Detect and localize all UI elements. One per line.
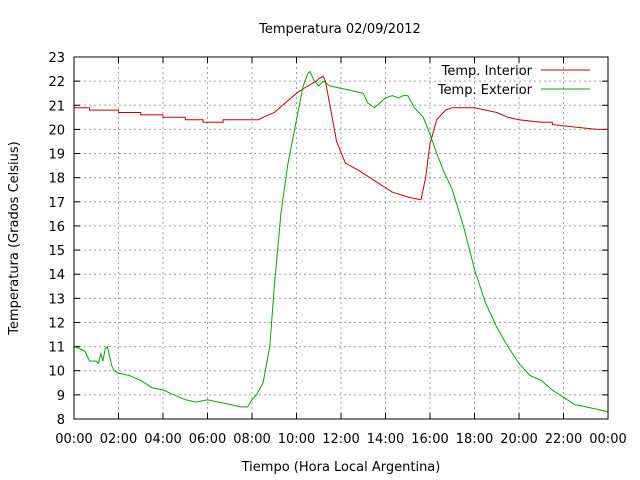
y-tick-label: 13 (48, 292, 65, 307)
y-tick-label: 19 (48, 148, 65, 163)
y-tick-label: 11 (48, 341, 65, 356)
y-tick-label: 8 (57, 413, 65, 428)
y-tick-label: 18 (48, 172, 65, 187)
plot-frame (73, 56, 609, 420)
series-line-interior (74, 75, 608, 200)
x-tick-label: 14:00 (367, 432, 404, 447)
y-tick-label: 12 (48, 316, 65, 331)
x-axis-label: Tiempo (Hora Local Argentina) (241, 460, 441, 475)
x-tick-label: 00:00 (55, 432, 92, 447)
x-tick-label: 18:00 (456, 432, 493, 447)
x-tick-label: 06:00 (189, 432, 226, 447)
y-tick-label: 17 (48, 196, 65, 211)
y-tick-label: 9 (57, 389, 65, 404)
x-tick-label: 20:00 (500, 432, 537, 447)
y-tick-label: 14 (48, 268, 65, 283)
chart-title: Temperatura 02/09/2012 (258, 22, 421, 37)
y-tick-label: 10 (48, 365, 65, 380)
y-tick-label: 20 (48, 123, 65, 138)
series (73, 70, 609, 413)
y-tick-label: 22 (48, 75, 65, 90)
x-tick-label: 08:00 (233, 432, 270, 447)
legend: Temp. Interior Temp. Exterior (437, 64, 590, 98)
x-tick-labels: 00:00 02:00 04:00 06:00 08:00 10:00 12:00 14:00… (55, 432, 626, 447)
legend-label-interior: Temp. Interior (441, 64, 533, 79)
x-tick-label: 12:00 (322, 432, 359, 447)
x-tick-label: 00:00 (589, 432, 626, 447)
y-tick-label: 23 (48, 51, 65, 66)
x-tick-label: 16:00 (411, 432, 448, 447)
grid (74, 57, 608, 419)
x-tick-label: 10:00 (278, 432, 315, 447)
series-line-exterior (73, 70, 609, 413)
y-tick-labels: 8 9 10 11 12 13 14 15 16 17 18 19 20 21 22 23 (48, 51, 65, 428)
y-axis-label: Temperatura (Grados Celsius) (7, 141, 22, 335)
legend-label-exterior: Temp. Exterior (437, 83, 533, 98)
y-tick-label: 15 (48, 244, 65, 259)
x-tick-label: 04:00 (144, 432, 181, 447)
x-tick-label: 22:00 (545, 432, 582, 447)
x-tick-label: 02:00 (100, 432, 137, 447)
y-tick-label: 21 (48, 99, 65, 114)
y-tick-label: 16 (48, 220, 65, 235)
